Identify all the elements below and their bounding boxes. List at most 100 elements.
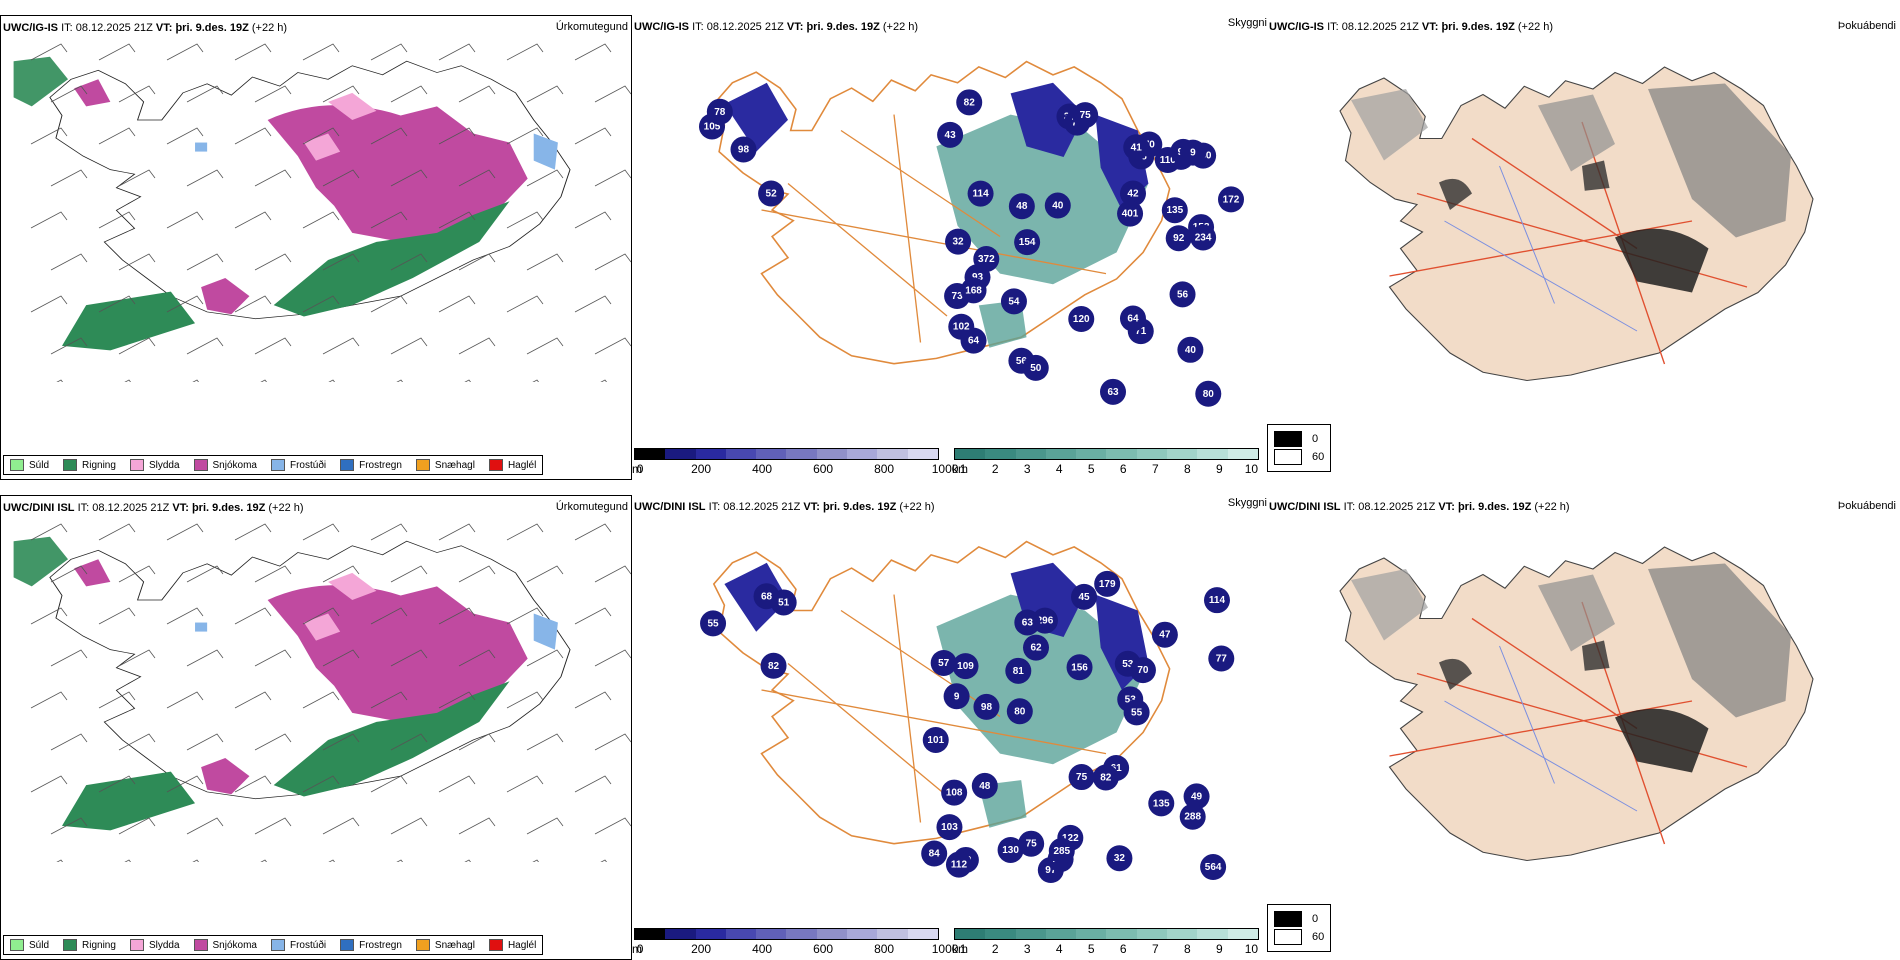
colorbar-tick: 5 — [1087, 462, 1095, 476]
fog-panel: UWC/IG-IS IT: 08.12.2025 21Z VT: þri. 9.… — [1267, 15, 1900, 480]
legend-swatch — [63, 939, 78, 951]
ptype-panel: UWC/DINI ISL IT: 08.12.2025 21Z VT: þri.… — [0, 495, 632, 960]
cloud-cell — [1169, 281, 1196, 308]
legend-item: Súld — [10, 939, 49, 951]
cloud-value: 135 — [1153, 798, 1170, 809]
vis-legend: 0 60 — [1267, 424, 1332, 472]
cloud-value: 43 — [945, 130, 957, 141]
legend-swatch — [415, 939, 430, 951]
colorbar-m: 0 200 400 600 800 1000 m — [632, 928, 958, 958]
cloud-cell — [1117, 200, 1144, 227]
cloud-value: 179 — [1099, 579, 1116, 590]
legend-swatch — [129, 459, 144, 471]
cloud-value: 51 — [778, 597, 790, 608]
cloud-value: 172 — [1223, 194, 1240, 205]
cloud-cell — [1190, 224, 1217, 251]
legend-item: Snjókoma — [193, 459, 257, 471]
fog-label: Þokuábendi — [1837, 500, 1896, 512]
cloud-cell — [1100, 378, 1127, 405]
colorbar-tick: 7 — [1151, 462, 1159, 476]
legend-swatch — [270, 459, 285, 471]
cloud-cell — [1023, 634, 1050, 661]
cloud-cell — [948, 313, 975, 340]
cloud-value: 75 — [1080, 110, 1092, 121]
cloud-value: 47 — [1159, 630, 1171, 641]
cloud-value: 55 — [707, 618, 719, 629]
cloud-cell — [1068, 764, 1095, 791]
cloud-value: 9 — [954, 691, 960, 702]
cloud-value: 105 — [704, 121, 721, 132]
colorbar-tick: 600 — [813, 462, 834, 476]
legend-swatch — [340, 939, 355, 951]
cloud-value: 80 — [1014, 706, 1026, 717]
fog-map — [1339, 66, 1814, 382]
cloud-value: 81 — [1013, 666, 1025, 677]
cloud-value: 56 — [1177, 289, 1189, 300]
legend-swatch — [129, 939, 144, 951]
cloud-cell — [1151, 621, 1178, 648]
cloud-cell — [936, 814, 963, 841]
legend-item: Frostregn — [340, 459, 402, 471]
cloud-value: 82 — [1100, 773, 1112, 784]
cloud-cell — [943, 683, 970, 710]
legend-item: Haglél — [488, 459, 536, 471]
cloud-value: 135 — [1166, 205, 1183, 216]
vis-legend-swatch — [1274, 929, 1302, 945]
cloud-value: 114 — [1209, 595, 1226, 606]
vis-legend-row: 0 — [1274, 911, 1324, 927]
cloud-value: 82 — [768, 661, 780, 672]
cloud-value: 296 — [1037, 616, 1054, 627]
legend-swatch — [270, 939, 285, 951]
colorbar-tick: 1 — [959, 942, 967, 956]
cloud-value: 108 — [946, 788, 963, 799]
cloud-value: 234 — [1195, 232, 1212, 243]
cloud-cell — [1048, 837, 1075, 864]
colorbar-tick: 1 — [959, 462, 967, 476]
colorbar-tick: 3 — [1023, 462, 1031, 476]
cloud-cell — [973, 693, 1000, 720]
cloud-value: 78 — [714, 107, 726, 118]
cloud-value: 32 — [1114, 853, 1126, 864]
legend-swatch — [63, 459, 78, 471]
colorbar-tick: 600 — [813, 942, 834, 956]
legend-swatch — [488, 459, 503, 471]
colorbar-tick: 4 — [1055, 942, 1063, 956]
cloud-cell — [1006, 698, 1033, 725]
cloud-map: 6855825153706180130621791147784101455755… — [700, 540, 1235, 884]
fog-map — [1339, 546, 1814, 862]
cloud-cell — [1208, 645, 1235, 672]
cloud-cell — [1129, 657, 1156, 684]
cloud-cell — [971, 772, 998, 799]
cloud-cell — [1123, 699, 1150, 726]
legend-item: Slydda — [129, 939, 180, 951]
precip-type-map — [13, 43, 631, 382]
precip-type-map — [13, 523, 631, 862]
cloud-value: 75 — [1076, 772, 1088, 783]
fog-panel: UWC/DINI ISL IT: 08.12.2025 21Z VT: þri.… — [1267, 495, 1900, 960]
cloud-cell — [930, 649, 957, 676]
colorbar-tick: 0 — [636, 462, 644, 476]
cloud-value: 372 — [978, 254, 995, 265]
vis-legend: 0 60 — [1267, 904, 1332, 952]
cloud-cell — [945, 228, 972, 255]
cloud-value: 112 — [951, 860, 968, 871]
cloud-cell — [760, 652, 787, 679]
cloud-cell — [1018, 830, 1045, 857]
cloud-value: 52 — [766, 188, 778, 199]
colorbar-m: 0 200 400 600 800 1000 m — [632, 448, 958, 478]
legend-item: Frostregn — [340, 939, 402, 951]
cloud-cell — [956, 89, 983, 116]
colorbar-km: 1 2 3 4 5 6 7 8 9 10 km — [952, 928, 1259, 958]
legend-swatch — [10, 459, 24, 471]
cloud-map: 1055278987164435648655682110921581726370… — [699, 60, 1244, 407]
cloud-cell — [1161, 197, 1188, 224]
cloud-cell — [706, 98, 733, 125]
ptype-legend: Súld Rigning Slydda Snjókoma Frostúði Frostre… — [3, 455, 544, 475]
cloud-cell — [1066, 654, 1093, 681]
cloud-cell — [1123, 134, 1150, 161]
cloud-value: 401 — [1122, 209, 1139, 220]
cloud-cell — [1071, 583, 1098, 610]
vis-legend-row: 60 — [1274, 449, 1324, 465]
colorbar-tick: 9 — [1216, 942, 1223, 956]
cloud-value: 62 — [1030, 643, 1042, 654]
